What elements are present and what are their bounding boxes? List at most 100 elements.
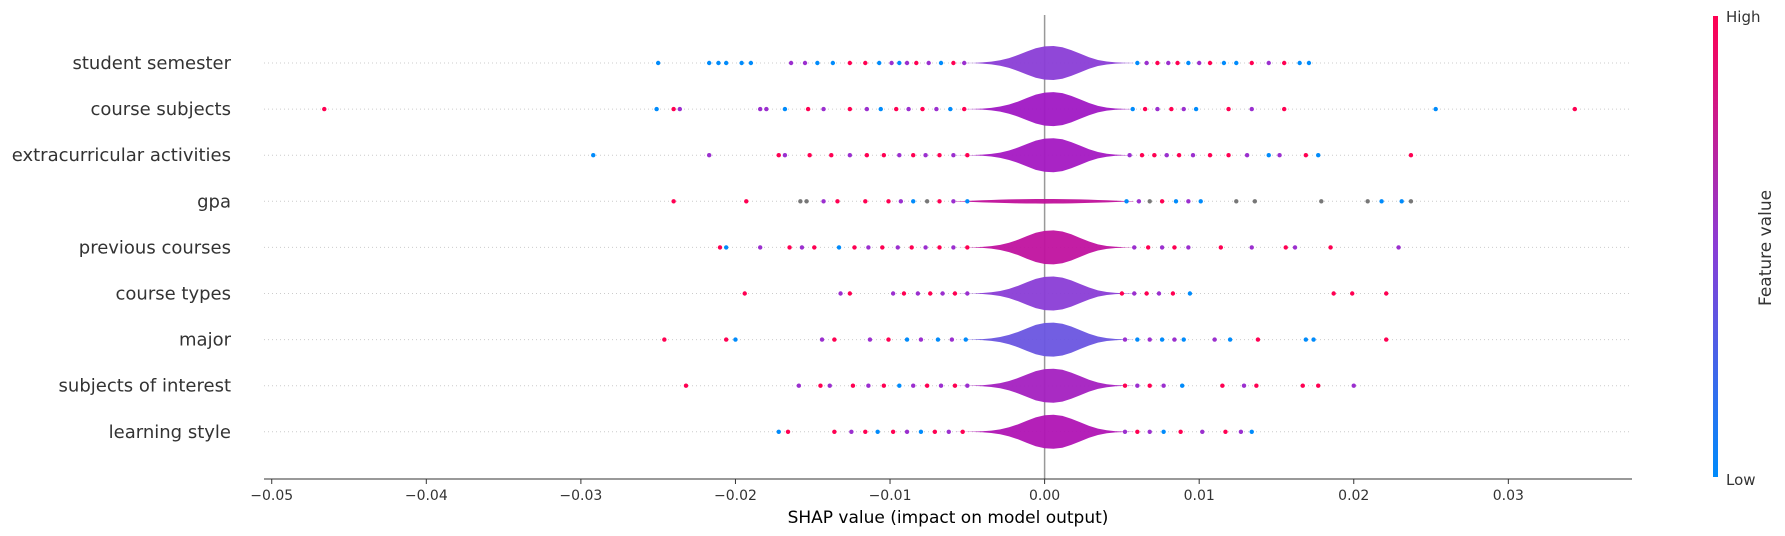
shap-point: [787, 245, 792, 250]
shap-point: [654, 106, 659, 112]
shap-point: [1249, 245, 1254, 250]
shap-point: [1254, 383, 1259, 388]
shap-point: [1132, 245, 1137, 250]
shap-point: [815, 60, 820, 66]
shap-point: [1161, 383, 1166, 388]
shap-point: [662, 337, 667, 342]
shap-point: [863, 199, 868, 204]
shap-point: [918, 337, 924, 342]
shap-point: [1142, 106, 1148, 112]
shap-point: [863, 60, 868, 66]
shap-point: [914, 60, 919, 66]
shap-point: [671, 106, 676, 112]
shap-point: [1266, 60, 1271, 66]
shap-point: [805, 106, 811, 112]
shap-point: [1226, 153, 1231, 158]
shap-point: [1399, 199, 1404, 204]
shap-point: [938, 60, 944, 66]
shap-point: [1227, 337, 1233, 342]
shap-point: [827, 383, 832, 388]
shap-point: [1139, 153, 1145, 158]
shap-point: [1122, 383, 1128, 388]
colorbar: [1713, 16, 1718, 477]
shap-point: [926, 60, 931, 66]
feature-label: gpa: [197, 191, 231, 212]
shap-point: [1572, 106, 1578, 112]
shap-point: [1408, 199, 1414, 204]
shap-point: [1181, 106, 1186, 112]
shap-point: [1331, 291, 1336, 296]
shap-point: [847, 106, 853, 112]
shap-point: [1351, 383, 1356, 388]
shap-point: [847, 153, 853, 158]
x-tick-label: 0.00: [1029, 488, 1060, 504]
shap-point: [1282, 60, 1287, 66]
shap-point: [938, 383, 944, 388]
shap-point: [832, 429, 837, 434]
shap-point: [821, 106, 826, 112]
shap-point: [717, 245, 723, 250]
shap-point: [937, 245, 942, 250]
shap-point: [949, 337, 955, 342]
shap-point: [591, 153, 596, 158]
shap-point: [733, 337, 738, 342]
shap-point: [1408, 153, 1414, 158]
shap-point: [898, 199, 904, 204]
shap-point: [796, 383, 802, 388]
shap-point: [847, 60, 853, 66]
shap-point: [1196, 60, 1202, 66]
shap-point: [934, 106, 939, 112]
shap-point: [799, 245, 805, 250]
x-axis-ticks: −0.05 −0.04 −0.03 −0.02 −0.01 0.00 0.01 0.02 0.0…: [250, 479, 1524, 504]
shap-point: [1135, 429, 1140, 434]
shap-point: [952, 383, 958, 388]
shap-point: [897, 60, 902, 66]
shap-point: [1221, 60, 1227, 66]
shap-point: [677, 106, 683, 112]
shap-point: [1144, 291, 1149, 296]
x-tick-label: −0.01: [869, 488, 912, 504]
shap-point: [1220, 383, 1225, 388]
shap-point: [965, 291, 970, 296]
shap-point: [946, 429, 951, 434]
shap-point: [788, 60, 794, 66]
x-tick-label: −0.02: [714, 488, 757, 504]
shap-point: [937, 153, 942, 158]
x-tick-label: 0.01: [1184, 488, 1215, 504]
shap-point: [1384, 291, 1389, 296]
x-tick-label: −0.05: [250, 488, 293, 504]
shap-point: [881, 383, 887, 388]
shap-point: [965, 383, 970, 388]
shap-point: [909, 245, 914, 250]
shap-point: [744, 199, 749, 204]
shap-point: [776, 429, 781, 434]
shap-point: [904, 429, 910, 434]
shap-point: [852, 245, 857, 250]
shap-point: [757, 106, 763, 112]
shap-point: [1159, 199, 1165, 204]
shap-point: [671, 199, 676, 204]
shap-point: [830, 60, 836, 66]
shap-point: [1127, 153, 1132, 158]
shap-point: [877, 60, 882, 66]
shap-point: [923, 245, 928, 250]
shap-point: [940, 291, 945, 296]
shap-point: [915, 291, 921, 296]
shap-point: [723, 60, 729, 66]
shap-point: [866, 245, 871, 250]
shap-point: [847, 291, 853, 296]
shap-point: [829, 153, 834, 158]
shap-point: [951, 153, 956, 158]
shap-point: [1212, 337, 1217, 342]
shap-point: [1350, 291, 1355, 296]
shap-point: [965, 153, 970, 158]
shap-point: [886, 199, 891, 204]
shap-point: [802, 60, 808, 66]
shap-point: [951, 60, 956, 66]
shap-point: [1155, 106, 1160, 112]
shap-point: [1277, 153, 1282, 158]
shap-point: [1190, 153, 1196, 158]
row-guides: [264, 62, 1632, 433]
shap-point: [818, 383, 823, 388]
shap-point: [1249, 60, 1254, 66]
